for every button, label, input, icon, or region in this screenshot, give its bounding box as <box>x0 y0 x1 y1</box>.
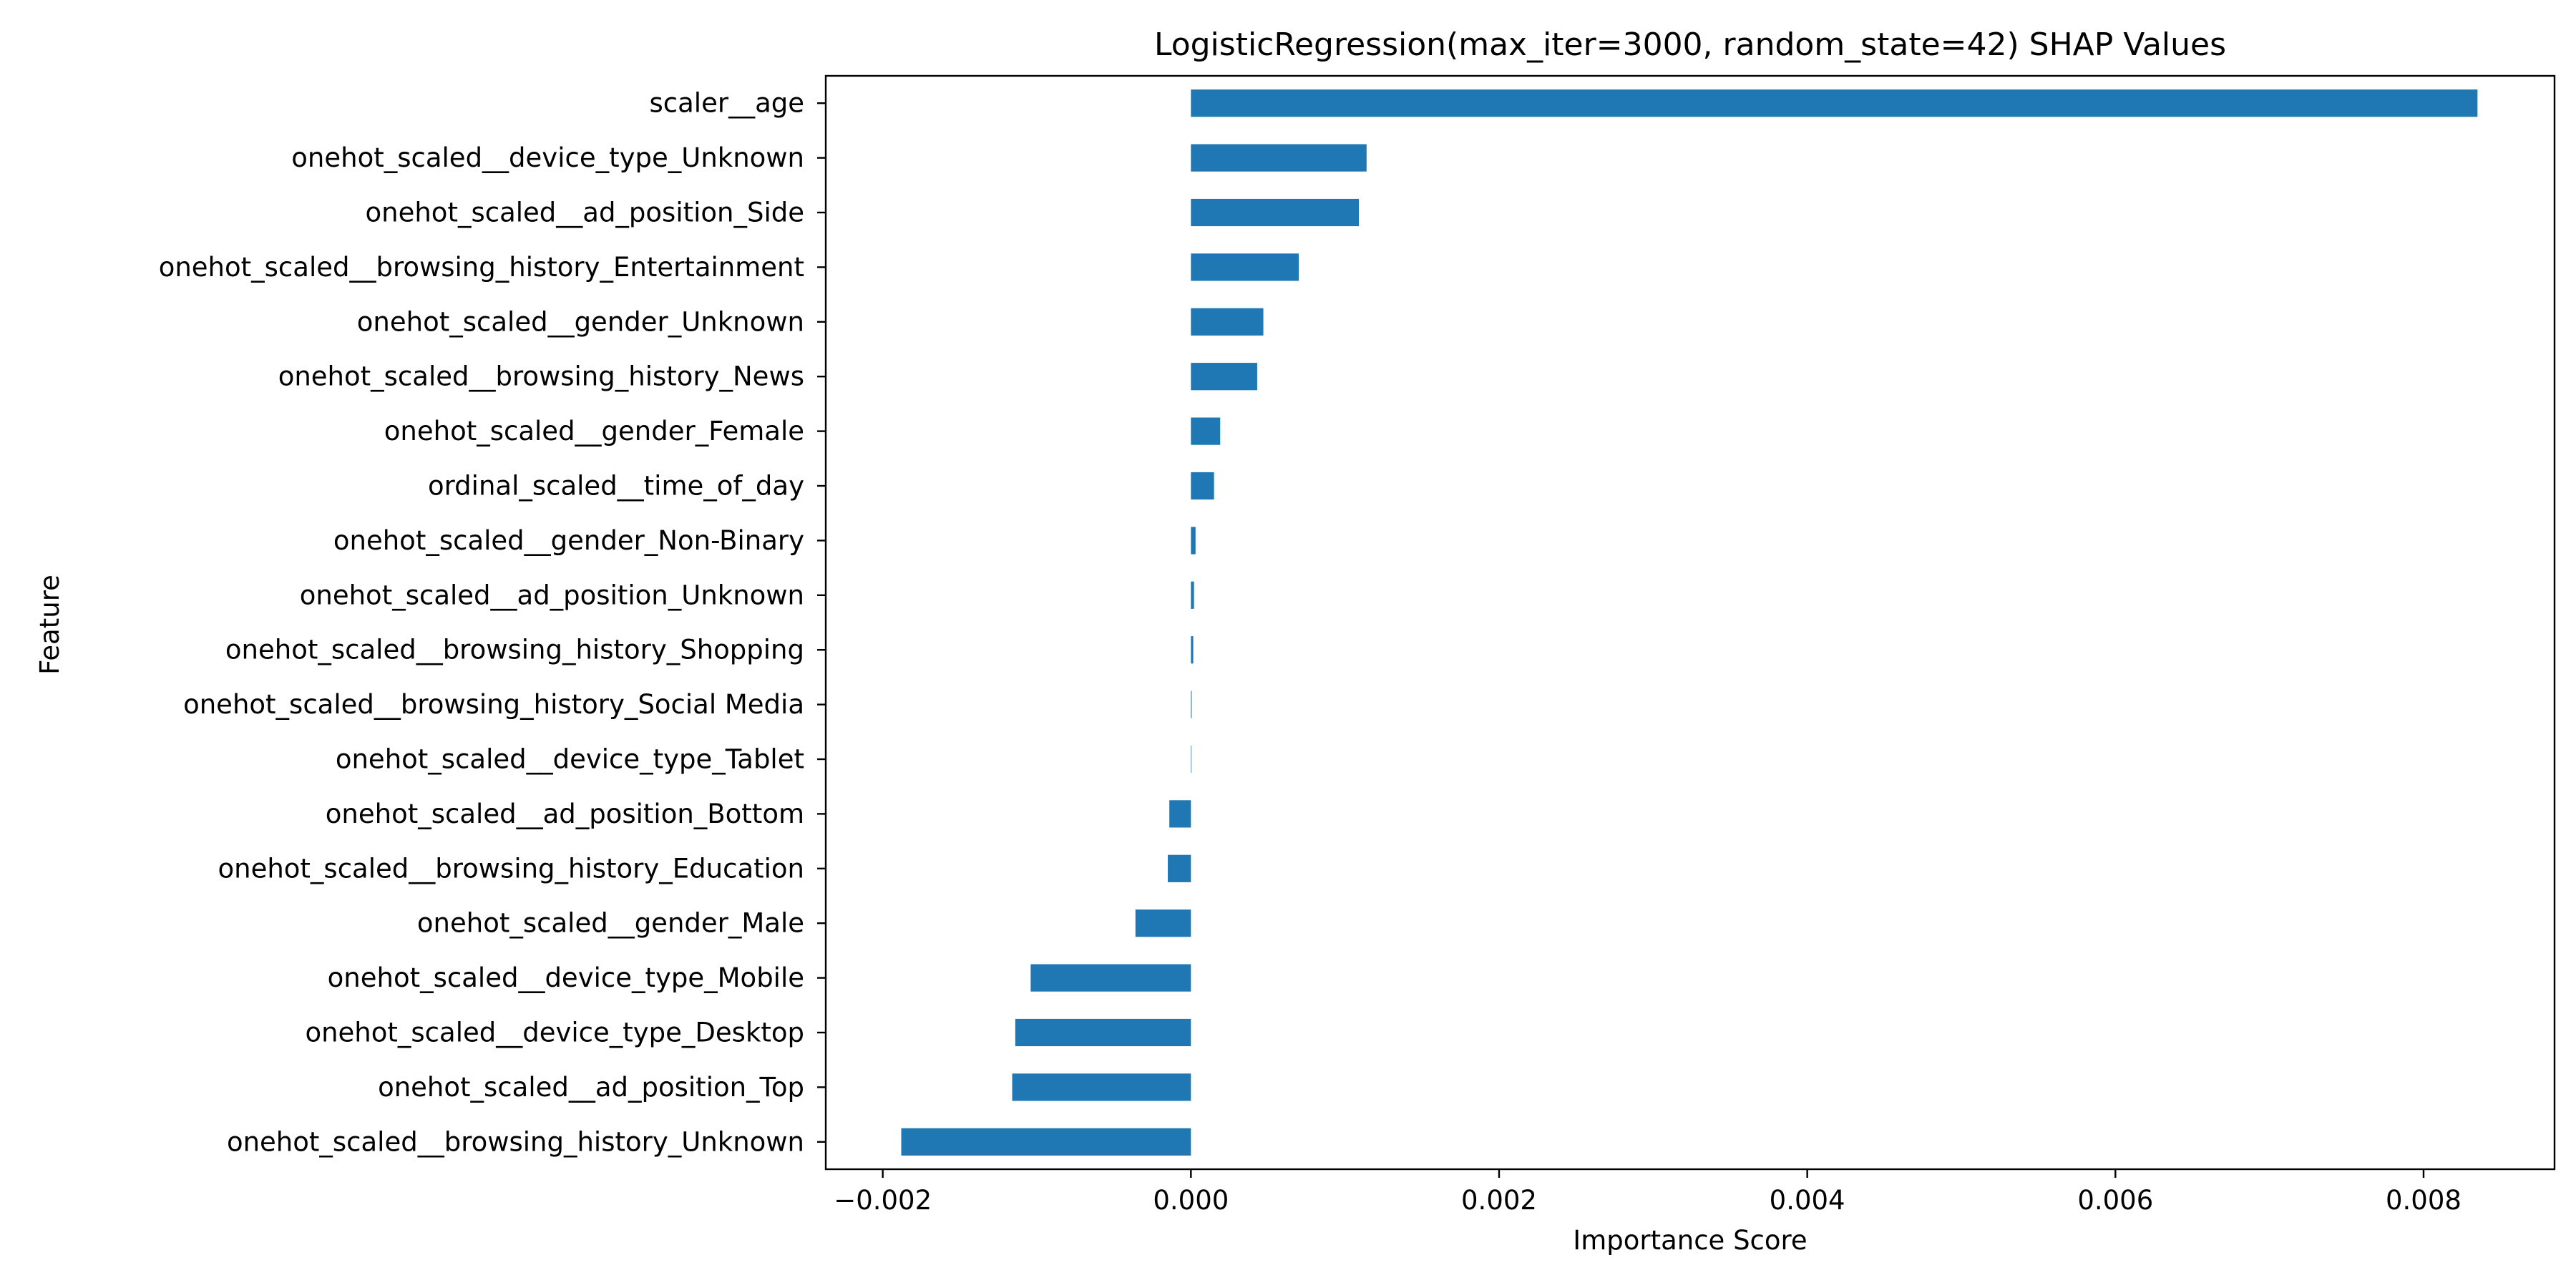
bar <box>1191 527 1196 555</box>
y-tick-label: onehot_scaled__browsing_history_Unknown <box>227 1126 804 1157</box>
x-tick-label: 0.000 <box>1153 1185 1229 1216</box>
y-axis-title: Feature <box>34 575 65 675</box>
y-tick-label: onehot_scaled__gender_Male <box>417 908 804 939</box>
x-tick-label: −0.002 <box>834 1185 932 1216</box>
y-tick-label: onehot_scaled__ad_position_Unknown <box>300 580 804 610</box>
bar <box>1012 1073 1191 1101</box>
y-tick-label: onehot_scaled__browsing_history_News <box>278 361 804 392</box>
bar <box>1191 363 1257 391</box>
y-tick-label: onehot_scaled__gender_Female <box>384 416 804 447</box>
x-tick-label: 0.008 <box>2386 1185 2462 1216</box>
bar <box>1015 1018 1191 1047</box>
y-tick-label: onehot_scaled__device_type_Desktop <box>305 1018 804 1048</box>
bar <box>1191 417 1221 445</box>
bar <box>1191 144 1367 172</box>
x-axis-title: Importance Score <box>1573 1225 1807 1256</box>
y-tick-label: onehot_scaled__browsing_history_Shopping <box>225 635 804 665</box>
y-tick-label: ordinal_scaled__time_of_day <box>428 471 804 502</box>
y-tick-label: onehot_scaled__ad_position_Top <box>378 1072 804 1103</box>
y-tick-label: onehot_scaled__browsing_history_Social M… <box>183 689 804 720</box>
y-tick-label: onehot_scaled__device_type_Mobile <box>328 962 804 993</box>
y-tick-label: onehot_scaled__device_type_Unknown <box>291 142 804 173</box>
y-tick-label: onehot_scaled__browsing_history_Educatio… <box>218 853 804 884</box>
bars-layer <box>901 89 2478 1156</box>
y-tick-label: onehot_scaled__device_type_Tablet <box>336 744 804 775</box>
bar <box>1169 800 1191 828</box>
bar <box>1191 472 1214 500</box>
x-tick-label: 0.006 <box>2077 1185 2153 1216</box>
y-tick-label: onehot_scaled__gender_Non-Binary <box>333 525 804 556</box>
y-tick-label: scaler__age <box>650 88 804 119</box>
bar <box>1191 308 1264 336</box>
chart-title: LogisticRegression(max_iter=3000, random… <box>1154 26 2226 63</box>
bar <box>1168 854 1191 882</box>
bar <box>1191 581 1194 609</box>
y-axis: scaler__age onehot_scaled__device_type_Un… <box>159 88 826 1157</box>
y-tick-label: onehot_scaled__browsing_history_Entertai… <box>159 252 804 283</box>
y-tick-label: onehot_scaled__ad_position_Side <box>366 197 805 228</box>
bar <box>1191 89 2478 117</box>
y-tick-label: onehot_scaled__gender_Unknown <box>357 306 804 337</box>
y-tick-label: onehot_scaled__ad_position_Bottom <box>326 799 804 829</box>
bar <box>1191 253 1299 281</box>
bar <box>1030 964 1191 992</box>
bar <box>1191 198 1360 227</box>
plot-frame <box>824 74 2556 1171</box>
x-tick-label: 0.004 <box>1770 1185 1845 1216</box>
bar <box>1191 636 1194 664</box>
x-axis: −0.002 0.000 0.002 0.004 0.006 0.008 <box>834 1169 2462 1216</box>
x-tick-label: 0.002 <box>1461 1185 1537 1216</box>
bar <box>901 1128 1191 1156</box>
bar <box>1135 909 1191 937</box>
